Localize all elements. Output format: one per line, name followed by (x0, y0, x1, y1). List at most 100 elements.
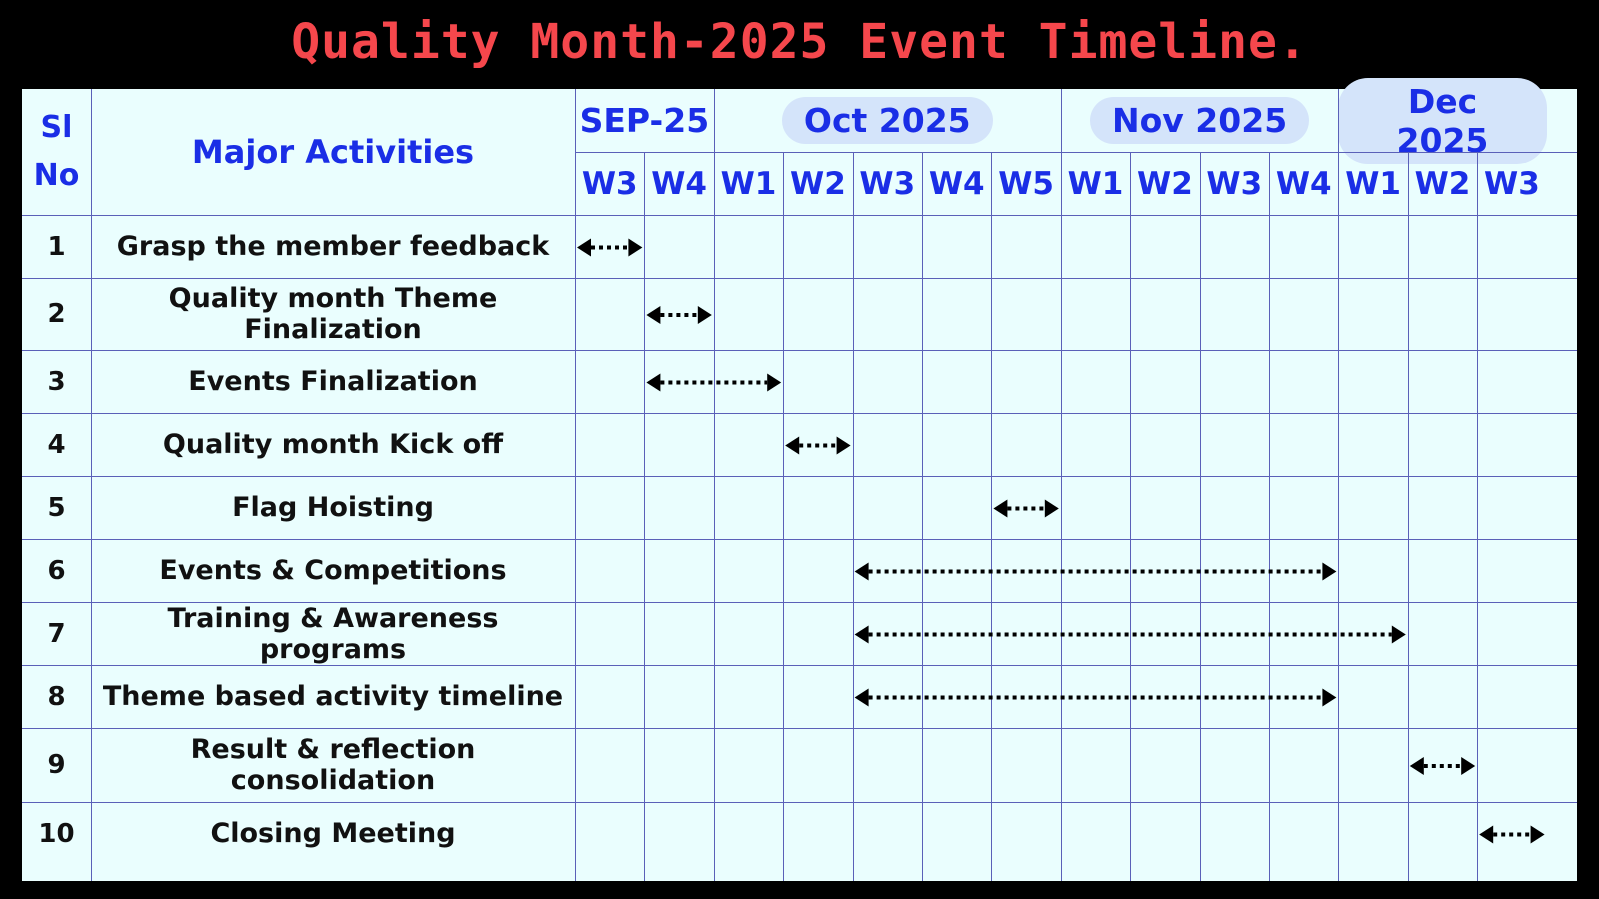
arrow-head-left (993, 499, 1008, 518)
arrow-head-right (697, 306, 712, 324)
activity-arrow (785, 436, 851, 455)
grid-line (1477, 152, 1479, 881)
month-header: Dec 2025 (1338, 77, 1547, 164)
month-header: Nov 2025 (1061, 89, 1339, 152)
week-header: W4 (1275, 165, 1332, 202)
activity-label: Theme based activity timeline (102, 681, 564, 712)
month-label: Nov 2025 (1090, 97, 1310, 144)
week-header: W3 (1206, 165, 1263, 202)
grid-line (22, 413, 1577, 414)
week-header: W5 (998, 165, 1054, 202)
grid-line (1338, 89, 1340, 881)
activity-arrow (993, 499, 1059, 518)
grid-line (1199, 152, 1201, 881)
grid-line (644, 152, 646, 881)
arrow-head-left (646, 306, 661, 324)
activity-arrow (1479, 825, 1545, 844)
activity-label: Grasp the member feedback (116, 231, 550, 262)
activity-label: Events & Competitions (159, 555, 507, 586)
arrow-head-left (854, 688, 869, 707)
grid-line (22, 350, 1577, 351)
week-header: W4 (928, 165, 985, 202)
month-header: SEP-25 (575, 89, 714, 152)
row-number: 1 (47, 231, 66, 262)
week-header: W2 (1137, 165, 1193, 202)
row-number: 5 (47, 492, 66, 523)
week-header: W2 (1414, 165, 1471, 202)
arrow-head-left (577, 238, 591, 257)
arrow-head-right (767, 373, 782, 392)
grid-line (1130, 152, 1132, 881)
grid-line (852, 152, 854, 881)
week-header: W3 (581, 165, 638, 202)
grid-line (22, 278, 1577, 279)
arrow-head-right (1530, 825, 1545, 844)
row-number: 8 (47, 681, 66, 712)
grid-line (713, 89, 715, 881)
activity-arrow (854, 562, 1337, 581)
activity-arrow (1409, 757, 1476, 775)
month-header: Oct 2025 (714, 89, 1061, 152)
grid-line (22, 802, 1577, 803)
grid-line (22, 215, 1577, 216)
activity-label: Training & Awareness programs (167, 602, 499, 665)
month-label: Oct 2025 (781, 97, 993, 144)
arrow-head-right (836, 436, 851, 455)
grid-line (91, 89, 92, 881)
activity-label: Quality month Kick off (162, 429, 504, 460)
grid-line (575, 152, 1577, 153)
arrow-head-right (1044, 499, 1059, 518)
grid-line (22, 602, 1577, 603)
week-header: W3 (859, 165, 916, 202)
activity-arrow (577, 238, 643, 257)
activities-header: Major Activities (191, 133, 475, 171)
row-number: 2 (47, 299, 66, 329)
page-title: Quality Month-2025 Event Timeline. (291, 14, 1308, 70)
week-header: W1 (1067, 165, 1124, 202)
row-number: 3 (47, 366, 66, 397)
activity-arrow (854, 688, 1337, 707)
arrow-head-left (1479, 825, 1494, 844)
month-label: SEP-25 (579, 101, 710, 140)
row-number: 9 (47, 750, 66, 780)
arrow-head-right (1461, 757, 1476, 775)
activity-label: Flag Hoisting (232, 492, 434, 523)
arrow-head-right (1391, 625, 1406, 644)
grid-line (922, 152, 923, 881)
grid-line (783, 152, 785, 881)
activity-arrow (646, 306, 712, 324)
grid-line (22, 539, 1577, 540)
arrow-head-right (1322, 562, 1337, 581)
grid-line (22, 665, 1577, 666)
arrow-head-left (1409, 757, 1424, 775)
row-number: 7 (47, 618, 66, 649)
row-number: 10 (38, 818, 75, 849)
arrow-head-left (785, 436, 800, 455)
week-header: W2 (790, 165, 846, 202)
arrow-head-right (628, 238, 643, 257)
arrow-head-left (854, 562, 869, 581)
week-header: W1 (1345, 165, 1401, 202)
arrow-head-right (1322, 688, 1337, 707)
sl-no-header: Sl No (33, 110, 80, 193)
week-header: W4 (651, 165, 707, 202)
activity-label: Events Finalization (188, 366, 478, 397)
week-header: W3 (1484, 165, 1540, 202)
activity-arrow (854, 625, 1406, 644)
row-number: 4 (47, 429, 66, 460)
grid-line (1060, 89, 1062, 881)
month-label: Dec 2025 (1338, 77, 1547, 164)
week-header: W1 (720, 165, 777, 202)
grid-line (22, 728, 1577, 729)
timeline-arrows (577, 238, 1545, 844)
grid-line (575, 89, 576, 881)
grid-line (1269, 152, 1270, 881)
grid-line (22, 476, 1577, 477)
row-number: 6 (47, 555, 66, 586)
activity-label: Closing Meeting (210, 818, 456, 849)
activity-label: Quality month Theme Finalization (168, 283, 498, 345)
activity-label: Result & reflection consolidation (190, 734, 476, 796)
grid-line (1407, 152, 1409, 881)
timeline-grid: Sl No Major Activities SEP-25 W3 W4 Oct 2025 W… (22, 77, 1577, 881)
activity-arrow (646, 373, 782, 392)
